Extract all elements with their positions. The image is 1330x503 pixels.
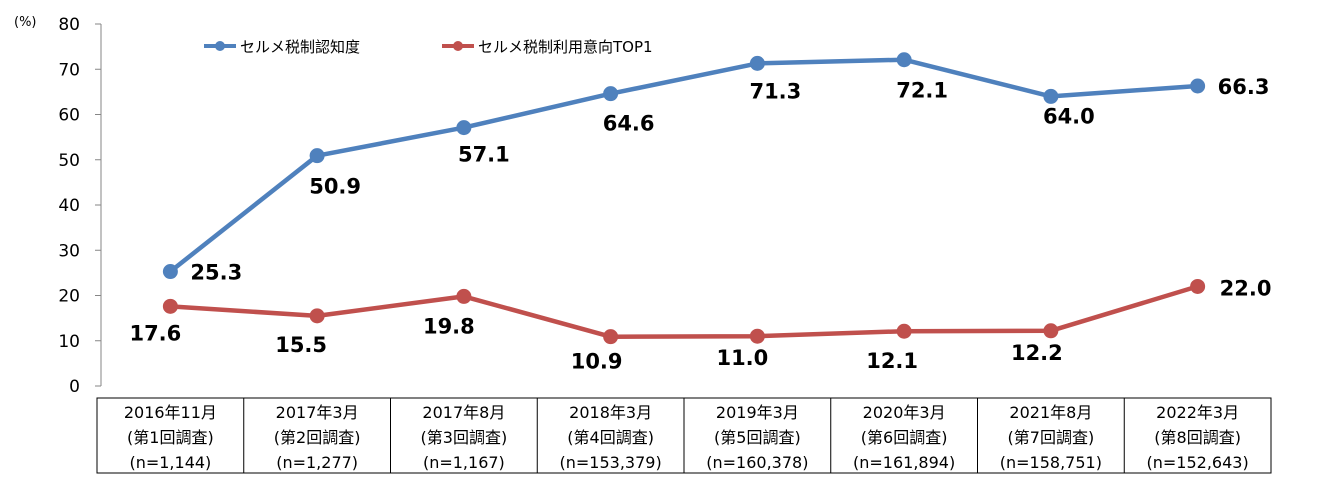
x-category-label: (n=153,379) — [560, 453, 662, 472]
data-label: 66.3 — [1218, 75, 1270, 99]
x-category-label: (n=1,277) — [276, 453, 358, 472]
x-category-label: 2021年8月 — [1009, 403, 1092, 422]
series-line — [169, 57, 1198, 274]
series-layer — [162, 52, 1206, 345]
y-tick-label: 40 — [58, 196, 80, 216]
x-category-label: 2018年3月 — [569, 403, 652, 422]
y-tick-label: 60 — [58, 106, 80, 126]
data-label: 19.8 — [423, 314, 475, 338]
data-label: 12.1 — [866, 349, 918, 373]
data-point — [1043, 88, 1059, 104]
data-point — [309, 148, 325, 164]
data-point — [1190, 78, 1206, 94]
data-label: 12.2 — [1011, 341, 1063, 365]
y-tick-label: 50 — [58, 151, 80, 171]
legend: セルメ税制認知度 セルメ税制利用意向TOP1 — [204, 38, 653, 56]
x-category-label: (n=161,894) — [853, 453, 955, 472]
data-point — [456, 120, 472, 136]
data-label: 64.6 — [603, 112, 655, 136]
data-label: 64.0 — [1043, 104, 1095, 128]
data-label: 15.5 — [275, 333, 327, 357]
data-label: 10.9 — [571, 350, 623, 374]
data-point — [603, 329, 619, 345]
x-category-label: (第6回調査) — [861, 428, 948, 447]
data-label: 71.3 — [749, 79, 801, 103]
y-tick-label: 80 — [58, 15, 80, 35]
x-category-label: (n=152,643) — [1147, 453, 1249, 472]
x-category-label: (n=160,378) — [706, 453, 808, 472]
x-category-label: 2022年3月 — [1156, 403, 1239, 422]
data-point — [162, 264, 178, 280]
x-category-label: (第8回調査) — [1154, 428, 1241, 447]
data-label: 22.0 — [1220, 276, 1272, 300]
y-tick-label: 0 — [69, 377, 80, 397]
category-table: 2016年11月 (第1回調査) (n=1,144) 2017年3月 (第2回調査) (n… — [96, 397, 1272, 474]
x-category-label: 2019年3月 — [716, 403, 799, 422]
x-category-label: 2017年8月 — [422, 403, 505, 422]
legend-marker — [215, 41, 225, 51]
data-point — [896, 323, 912, 339]
data-point — [1043, 323, 1059, 339]
data-point — [162, 298, 178, 314]
data-label: 57.1 — [458, 143, 510, 167]
y-tick-label: 20 — [58, 287, 80, 307]
x-category-label: (第1回調査) — [127, 428, 214, 447]
data-label: 17.6 — [129, 321, 181, 345]
x-category-label: 2016年11月 — [124, 403, 217, 422]
legend-label: セルメ税制認知度 — [240, 38, 360, 56]
axes: 0 10 20 30 40 50 60 70 80 (%) — [14, 15, 102, 397]
data-label: 50.9 — [309, 175, 361, 199]
series-line — [170, 284, 1199, 339]
data-point — [456, 288, 472, 304]
y-tick-label: 10 — [58, 332, 80, 352]
data-point — [603, 86, 619, 102]
data-point — [749, 328, 765, 344]
data-point — [1190, 278, 1206, 294]
y-unit-label: (%) — [14, 15, 37, 30]
x-category-label: 2017年3月 — [276, 403, 359, 422]
data-point — [896, 52, 912, 68]
x-category-label: (第5回調査) — [714, 428, 801, 447]
data-label: 25.3 — [190, 261, 242, 285]
data-labels: 25.3 50.9 57.1 64.6 71.3 72.1 64.0 66.3 17.6 15.5… — [129, 75, 1271, 374]
data-point — [749, 55, 765, 71]
data-label: 72.1 — [896, 79, 948, 103]
x-category-label: (第2回調査) — [274, 428, 361, 447]
x-category-label: 2020年3月 — [863, 403, 946, 422]
data-label: 11.0 — [716, 346, 768, 370]
y-tick-label: 30 — [58, 241, 80, 261]
legend-label: セルメ税制利用意向TOP1 — [478, 38, 653, 56]
data-point — [309, 308, 325, 324]
x-category-label: (n=158,751) — [1000, 453, 1102, 472]
x-category-label: (第3回調査) — [421, 428, 508, 447]
legend-marker — [453, 41, 463, 51]
x-category-label: (n=1,167) — [423, 453, 505, 472]
x-category-label: (n=1,144) — [129, 453, 211, 472]
x-category-label: (第7回調査) — [1008, 428, 1095, 447]
x-category-label: (第4回調査) — [567, 428, 654, 447]
y-tick-label: 70 — [58, 60, 80, 80]
